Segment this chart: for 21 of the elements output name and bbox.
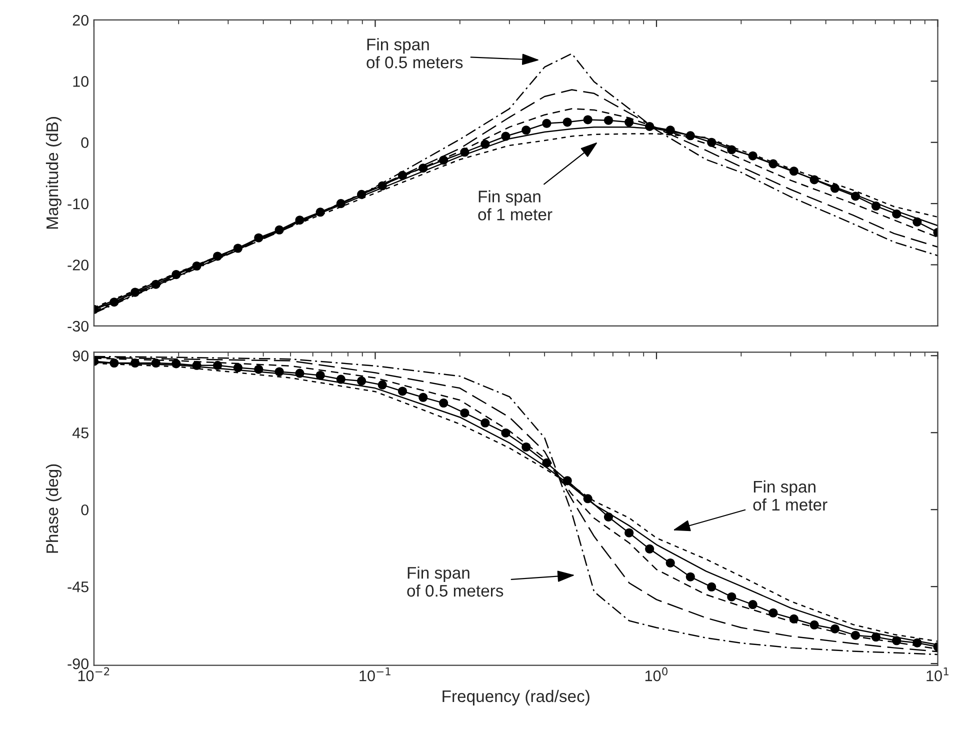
y-tick-label: 0: [81, 137, 89, 148]
y-tick-label: 10: [73, 76, 89, 87]
y-axis-title: Magnitude (dB): [46, 117, 62, 229]
annotation: Fin span of 1 meter: [753, 480, 828, 511]
x-tick-label: 10$^{1}$: [926, 667, 948, 682]
annotation: Fin span of 1 meter: [478, 190, 552, 220]
annotation: Fin span of 0.5 meters: [407, 566, 504, 597]
x-tick-label: 10$^{0}$: [645, 667, 668, 682]
y-tick-label: -90: [68, 658, 89, 670]
y-tick-label: -20: [68, 260, 89, 270]
x-tick-label: 10$^{−1}$: [360, 667, 390, 682]
y-tick-label: -45: [68, 582, 88, 592]
y-tick-label: 0: [81, 504, 89, 516]
y-tick-label: 20: [72, 14, 89, 26]
y-tick-label: 45: [72, 428, 88, 438]
y-tick-label: 90: [72, 350, 89, 362]
y-tick-label: -10: [68, 198, 89, 210]
y-axis-title: Phase (deg): [46, 464, 62, 553]
annotation: Fin span of 0.5 meters: [366, 38, 463, 68]
x-axis-title: Frequency (rad/sec): [442, 690, 590, 706]
y-tick-label: -30: [68, 320, 89, 332]
